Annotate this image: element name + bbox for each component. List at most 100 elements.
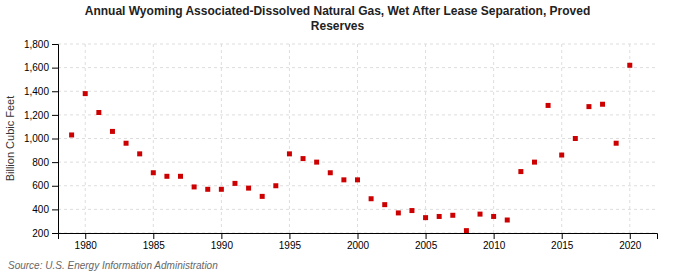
tick-mark bbox=[426, 233, 427, 239]
x-axis: 198019851990199520002005201020152020 bbox=[59, 233, 658, 251]
tick-label: 2005 bbox=[415, 240, 438, 251]
tick-mark bbox=[630, 233, 631, 239]
tick-label: 1985 bbox=[143, 240, 166, 251]
tick: 600 bbox=[32, 180, 58, 191]
tick: 1,400 bbox=[24, 86, 58, 97]
grid-line bbox=[357, 44, 358, 233]
grid-line bbox=[58, 91, 657, 92]
point bbox=[164, 174, 169, 179]
tick-mark bbox=[52, 233, 58, 234]
axis-line bbox=[59, 234, 658, 240]
point bbox=[573, 136, 578, 141]
grid-line bbox=[85, 44, 86, 233]
point bbox=[151, 170, 156, 175]
point bbox=[83, 91, 88, 96]
y-axis: 200 400 600 800 1,000 1,200 1,400 1,600 1,800 bbox=[24, 39, 59, 239]
tick: 2015 bbox=[551, 233, 574, 251]
tick: 1,600 bbox=[24, 62, 58, 73]
tick: 1980 bbox=[75, 233, 98, 251]
grid-line bbox=[58, 138, 657, 139]
tick-mark bbox=[494, 233, 495, 239]
tick-mark bbox=[52, 44, 58, 45]
point bbox=[287, 151, 292, 156]
grid-line bbox=[561, 44, 562, 233]
source: Source: U.S. Energy Information Administ… bbox=[8, 260, 218, 271]
tick-label: 1,800 bbox=[24, 39, 49, 50]
tick: 1990 bbox=[211, 233, 234, 251]
point bbox=[614, 141, 619, 146]
grid-line bbox=[289, 44, 290, 233]
tick-mark bbox=[52, 115, 58, 116]
tick-label: 1,000 bbox=[24, 133, 49, 144]
tick: 1,000 bbox=[24, 133, 58, 144]
grid-line bbox=[221, 44, 222, 233]
tick-label: 1,200 bbox=[24, 110, 49, 121]
tick-mark bbox=[52, 91, 58, 92]
point bbox=[586, 104, 591, 109]
tick-label: 1,600 bbox=[24, 62, 49, 73]
tick-label: 800 bbox=[32, 157, 49, 168]
grid-line bbox=[58, 67, 657, 68]
point bbox=[260, 194, 265, 199]
y-axis-title: Billion Cubic Feet bbox=[4, 96, 16, 182]
tick-label: 2010 bbox=[483, 240, 506, 251]
tick-mark bbox=[289, 233, 290, 239]
point bbox=[559, 153, 564, 158]
point bbox=[328, 170, 333, 175]
point bbox=[396, 210, 401, 215]
point bbox=[137, 151, 142, 156]
point bbox=[450, 213, 455, 218]
tick-label: 200 bbox=[32, 228, 49, 239]
tick: 400 bbox=[32, 204, 58, 215]
point bbox=[409, 208, 414, 213]
grid-line bbox=[58, 162, 657, 163]
point bbox=[96, 110, 101, 115]
grid-line bbox=[58, 209, 657, 210]
points bbox=[69, 63, 632, 233]
point bbox=[314, 160, 319, 165]
tick-mark bbox=[562, 233, 563, 239]
grid-line bbox=[629, 44, 630, 233]
title-line: Annual Wyoming Associated-Dissolved Natu… bbox=[85, 4, 590, 18]
tick-label: 600 bbox=[32, 180, 49, 191]
tick-label: 1995 bbox=[279, 240, 302, 251]
point bbox=[219, 187, 224, 192]
point bbox=[124, 141, 129, 146]
point bbox=[423, 215, 428, 220]
point bbox=[437, 214, 442, 219]
grid-line bbox=[425, 44, 426, 233]
axis-line bbox=[52, 45, 59, 234]
point bbox=[518, 169, 523, 174]
point bbox=[505, 218, 510, 223]
tick-label: 1980 bbox=[75, 240, 98, 251]
grid-line bbox=[493, 44, 494, 233]
plot: 1980198519901995200020052010201520202004… bbox=[24, 39, 658, 251]
point bbox=[355, 177, 360, 182]
tick-mark bbox=[153, 233, 154, 239]
chart: 1980198519901995200020052010201520202004… bbox=[0, 0, 675, 275]
tick-mark bbox=[52, 68, 58, 69]
point bbox=[232, 181, 237, 186]
tick-mark bbox=[221, 233, 222, 239]
point bbox=[273, 183, 278, 188]
point bbox=[491, 214, 496, 219]
point bbox=[546, 103, 551, 108]
point bbox=[69, 132, 74, 137]
point bbox=[478, 212, 483, 217]
tick-label: 400 bbox=[32, 204, 49, 215]
point bbox=[464, 228, 469, 233]
point bbox=[178, 174, 183, 179]
tick-label: 1,400 bbox=[24, 86, 49, 97]
tick: 1995 bbox=[279, 233, 302, 251]
tick-label: 2020 bbox=[619, 240, 642, 251]
tick: 2005 bbox=[415, 233, 438, 251]
tick-mark bbox=[358, 233, 359, 239]
tick-mark bbox=[85, 233, 86, 239]
tick: 1,800 bbox=[24, 39, 58, 50]
point bbox=[532, 160, 537, 165]
point bbox=[205, 187, 210, 192]
point bbox=[627, 63, 632, 68]
point bbox=[246, 186, 251, 191]
grid-line bbox=[153, 44, 154, 233]
tick: 1,200 bbox=[24, 110, 58, 121]
